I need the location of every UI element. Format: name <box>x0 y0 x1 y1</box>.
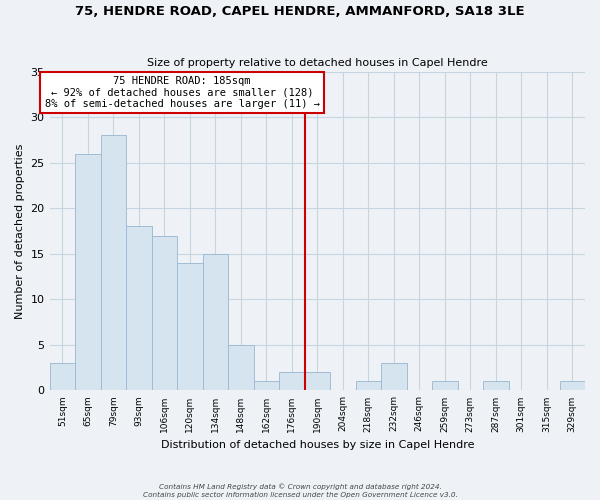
Bar <box>356 382 381 390</box>
Bar <box>228 345 254 391</box>
Bar <box>432 382 458 390</box>
Bar <box>126 226 152 390</box>
Bar <box>75 154 101 390</box>
Bar <box>152 236 177 390</box>
Text: 75, HENDRE ROAD, CAPEL HENDRE, AMMANFORD, SA18 3LE: 75, HENDRE ROAD, CAPEL HENDRE, AMMANFORD… <box>75 5 525 18</box>
Bar <box>381 363 407 390</box>
Title: Size of property relative to detached houses in Capel Hendre: Size of property relative to detached ho… <box>147 58 488 68</box>
Y-axis label: Number of detached properties: Number of detached properties <box>15 144 25 318</box>
Bar <box>50 363 75 390</box>
Text: 75 HENDRE ROAD: 185sqm
← 92% of detached houses are smaller (128)
8% of semi-det: 75 HENDRE ROAD: 185sqm ← 92% of detached… <box>44 76 320 110</box>
X-axis label: Distribution of detached houses by size in Capel Hendre: Distribution of detached houses by size … <box>161 440 474 450</box>
Bar <box>483 382 509 390</box>
Bar <box>177 263 203 390</box>
Bar <box>203 254 228 390</box>
Bar <box>254 382 279 390</box>
Bar <box>560 382 585 390</box>
Text: Contains HM Land Registry data © Crown copyright and database right 2024.
Contai: Contains HM Land Registry data © Crown c… <box>143 484 457 498</box>
Bar <box>279 372 305 390</box>
Bar <box>101 136 126 390</box>
Bar <box>305 372 330 390</box>
